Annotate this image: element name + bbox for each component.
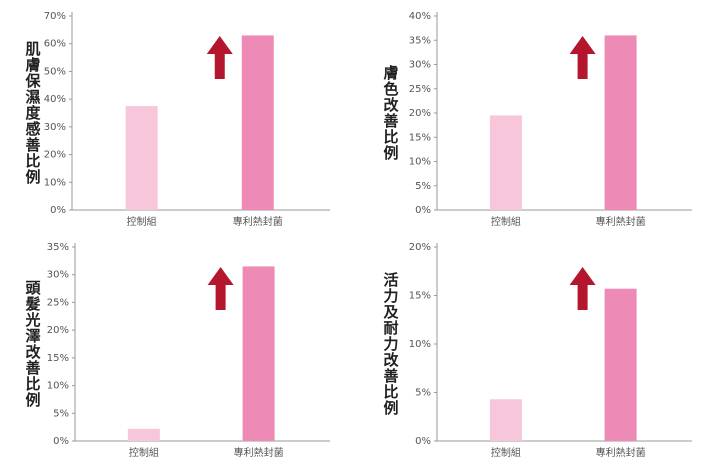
y-tick-label: 20% <box>409 108 431 119</box>
y-tick-label: 0% <box>50 205 66 216</box>
y-tick-label: 40% <box>409 11 431 22</box>
y-tick-label: 25% <box>47 297 69 308</box>
bar <box>489 115 522 210</box>
x-tick-label: 專利熱封菌 <box>234 446 284 459</box>
y-tick-label: 20% <box>409 242 431 253</box>
bar <box>242 266 275 441</box>
bar <box>241 35 274 211</box>
y-tick-label: 40% <box>44 94 66 105</box>
y-axis-label: 頭髮光澤改善比例 <box>24 280 42 408</box>
y-tick-label: 15% <box>409 291 431 302</box>
y-tick-label: 0% <box>53 436 69 447</box>
y-tick-label: 35% <box>409 35 431 46</box>
bar <box>604 35 637 211</box>
y-tick-label: 0% <box>415 205 431 216</box>
y-tick-label: 10% <box>44 177 66 188</box>
y-tick-label: 10% <box>409 339 431 350</box>
x-tick-label: 專利熱封菌 <box>596 446 646 459</box>
x-tick-label: 控制組 <box>129 446 159 459</box>
x-tick-label: 專利熱封菌 <box>596 215 646 228</box>
x-tick-label: 控制組 <box>491 446 521 459</box>
y-tick-label: 25% <box>409 84 431 95</box>
y-tick-label: 5% <box>415 388 431 399</box>
y-axis-label: 膚色改善比例 <box>382 64 400 161</box>
y-axis-label: 活力及耐力改善比例 <box>382 271 400 416</box>
y-tick-label: 5% <box>415 181 431 192</box>
bar <box>127 428 160 441</box>
bar <box>489 399 522 441</box>
bar <box>125 106 158 210</box>
y-tick-label: 30% <box>409 60 431 71</box>
x-tick-label: 控制組 <box>127 215 157 228</box>
y-tick-label: 5% <box>53 408 69 419</box>
y-tick-label: 10% <box>409 157 431 168</box>
y-tick-label: 20% <box>47 325 69 336</box>
up-arrow <box>207 267 234 310</box>
y-tick-label: 20% <box>44 150 66 161</box>
up-arrow <box>206 36 233 79</box>
bar <box>604 288 637 441</box>
up-arrow <box>569 267 596 310</box>
y-tick-label: 15% <box>409 132 431 143</box>
y-tick-label: 70% <box>44 11 66 22</box>
y-axis-label: 肌膚保濕度感善比例 <box>24 41 42 185</box>
y-tick-label: 10% <box>47 381 69 392</box>
y-tick-label: 35% <box>47 242 69 253</box>
y-tick-label: 30% <box>44 122 66 133</box>
x-tick-label: 專利熱封菌 <box>233 215 283 228</box>
up-arrow <box>569 36 596 79</box>
y-tick-label: 15% <box>47 353 69 364</box>
y-tick-label: 30% <box>47 270 69 281</box>
y-tick-label: 50% <box>44 66 66 77</box>
y-tick-label: 60% <box>44 39 66 50</box>
y-tick-label: 0% <box>415 436 431 447</box>
x-tick-label: 控制組 <box>491 215 521 228</box>
